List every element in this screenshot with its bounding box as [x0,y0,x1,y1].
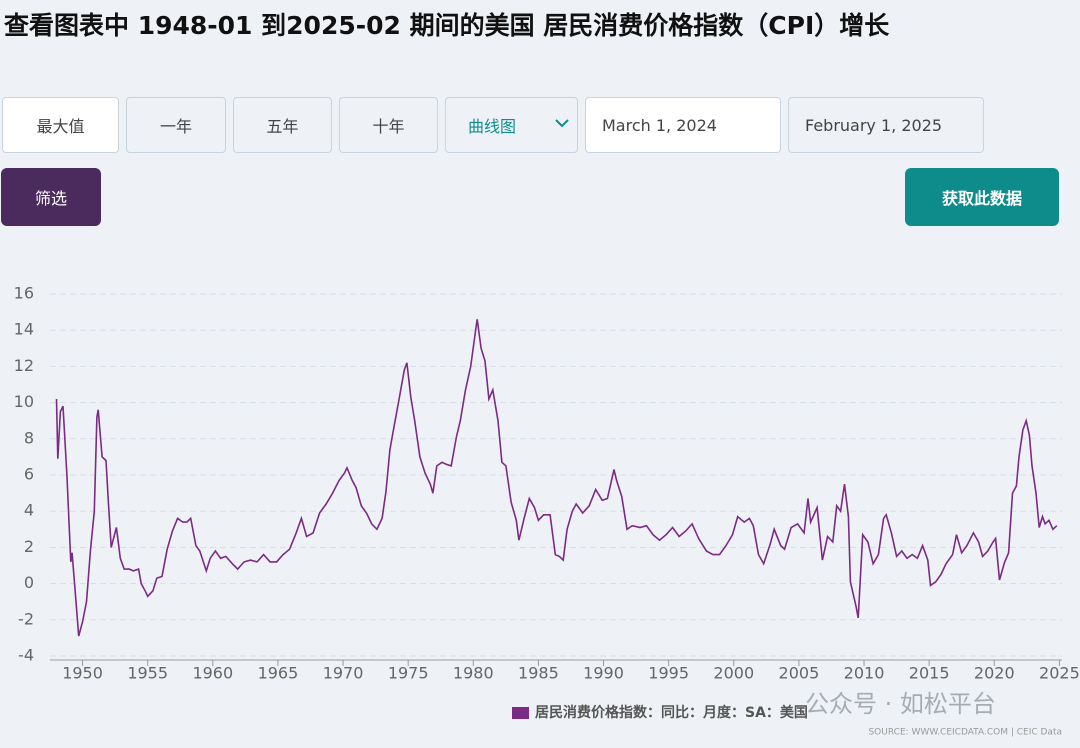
y-tick-label: -4 [18,646,34,665]
page-title: 查看图表中 1948-01 到2025-02 期间的美国 居民消费价格指数（CP… [4,11,890,40]
x-tick-label: 1970 [323,664,364,683]
x-tick-label: 1955 [127,664,168,683]
chevron [555,119,569,128]
range-1y[interactable]: 一年 [126,97,226,153]
source: SOURCE: WWW.CEICDATA.COM | CEIC Data [868,728,1062,738]
x-tick-label: 1975 [388,664,429,683]
watermark: 公众号 · 如松平台 [805,690,996,718]
y-tick-label: 16 [14,284,34,303]
x-tick-label: 2015 [909,664,950,683]
x-tick-label: 2020 [974,664,1015,683]
get-data-button[interactable]: 获取此数据 [905,168,1059,226]
x-tick-label: 1980 [453,664,494,683]
x-tick-label: 1950 [62,664,103,683]
y-tick-label: 8 [24,428,34,447]
legend-swatch [512,707,529,719]
start-date[interactable]: March 1, 2024 [585,97,781,153]
chart: -4 -2 0 2 4 6 8 10 12 14 16 1950 1955 1960 1965 1970 197… [14,284,1080,738]
range-10y[interactable]: 十年 [339,97,438,153]
x-tick-label: 1995 [648,664,689,683]
x-tick-label: 2000 [713,664,754,683]
filter-button[interactable]: 筛选 [1,168,101,226]
line-series [55,319,1058,637]
chart-type-value: 曲线图 [468,117,517,136]
x-tick-label: 2010 [844,664,885,683]
y-tick-label: 12 [14,356,34,375]
y-tick-label: -2 [18,609,34,628]
x-tick-label: 1990 [583,664,624,683]
x-tick-label: 1960 [192,664,233,683]
legend-label: 居民消费价格指数：同比：月度：SA：美国 [535,704,808,721]
range-max[interactable]: 最大值 [2,97,119,153]
y-tick-label: 10 [14,392,34,411]
x-tick-label: 2005 [779,664,820,683]
y-tick-label: 2 [24,537,34,556]
end-date[interactable]: February 1, 2025 [788,97,984,153]
y-tick-label: 4 [24,501,34,520]
y-tick-label: 14 [14,320,34,339]
y-tick-label: 6 [24,465,34,484]
x-tick-label: 2025 [1039,664,1080,683]
chart-type-select[interactable]: 曲线图 [445,97,578,153]
range-5y[interactable]: 五年 [233,97,332,153]
x-tick-label: 1965 [258,664,299,683]
y-tick-label: 0 [24,573,34,592]
x-tick-label: 1985 [518,664,559,683]
